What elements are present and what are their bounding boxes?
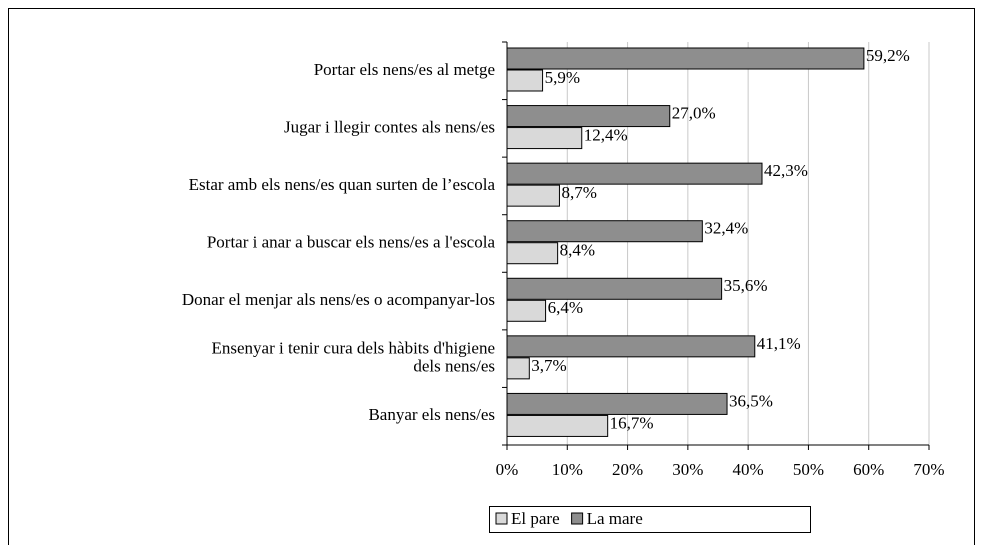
- y-tick-label: Portar i anar a buscar els nens/es a l'e…: [207, 232, 496, 251]
- value-label: 27,0%: [672, 103, 716, 122]
- bar: [506, 69, 544, 92]
- legend-box: [489, 506, 811, 533]
- value-label: 8,4%: [560, 241, 595, 260]
- value-label: 12,4%: [584, 125, 628, 144]
- x-tick-label: 70%: [913, 460, 944, 479]
- label-line: Jugar i llegir contes als nens/es: [284, 117, 495, 136]
- frame: [8, 8, 975, 545]
- legend-label: El pare: [511, 509, 560, 528]
- legend-label: La mare: [587, 509, 643, 528]
- x-tick-label: 60%: [853, 460, 884, 479]
- label-line: Banyar els nens/es: [368, 405, 495, 424]
- x-tick-label: 40%: [733, 460, 764, 479]
- bar: [506, 392, 728, 415]
- legend-swatch: [495, 512, 508, 525]
- x-tick-label: 10%: [552, 460, 583, 479]
- legend-swatch: [571, 512, 584, 525]
- label-line: Ensenyar i tenir cura dels hàbits d'higi…: [212, 339, 495, 358]
- value-label: 41,1%: [757, 334, 801, 353]
- x-tick-label: 20%: [612, 460, 643, 479]
- label-line: dels nens/es: [413, 357, 495, 376]
- value-label: 6,4%: [548, 298, 583, 317]
- x-tick-label: 30%: [672, 460, 703, 479]
- bar: [506, 127, 583, 150]
- bar: [506, 47, 865, 70]
- value-label: 35,6%: [724, 276, 768, 295]
- value-label: 42,3%: [764, 161, 808, 180]
- value-label: 8,7%: [561, 183, 596, 202]
- x-tick-label: 0%: [496, 460, 519, 479]
- bar: [506, 184, 560, 207]
- value-label: 16,7%: [610, 413, 654, 432]
- bar: [506, 299, 547, 322]
- bar: [506, 277, 723, 300]
- x-tick-label: 50%: [793, 460, 824, 479]
- bar: [506, 357, 530, 380]
- y-tick-label: Jugar i llegir contes als nens/es: [284, 117, 495, 136]
- value-label: 3,7%: [531, 356, 566, 375]
- value-label: 5,9%: [545, 68, 580, 87]
- y-tick-label: Portar els nens/es al metge: [314, 60, 495, 79]
- label-line: Estar amb els nens/es quan surten de l’e…: [189, 175, 496, 194]
- y-tick-label: Estar amb els nens/es quan surten de l’e…: [189, 175, 496, 194]
- label-line: Donar el menjar als nens/es o acompanyar…: [182, 290, 495, 309]
- bar: [506, 220, 703, 243]
- label-line: Portar i anar a buscar els nens/es a l'e…: [207, 232, 496, 251]
- value-label: 59,2%: [866, 46, 910, 65]
- y-tick-label: Banyar els nens/es: [368, 405, 495, 424]
- bar: [506, 242, 559, 265]
- y-tick-label: Ensenyar i tenir cura dels hàbits d'higi…: [212, 339, 495, 376]
- bar: [506, 414, 609, 437]
- label-line: Portar els nens/es al metge: [314, 60, 495, 79]
- value-label: 36,5%: [729, 391, 773, 410]
- y-tick-label: Donar el menjar als nens/es o acompanyar…: [182, 290, 495, 309]
- bar: [506, 105, 671, 128]
- bar: [506, 335, 756, 358]
- bar: [506, 162, 763, 185]
- value-label: 32,4%: [704, 219, 748, 238]
